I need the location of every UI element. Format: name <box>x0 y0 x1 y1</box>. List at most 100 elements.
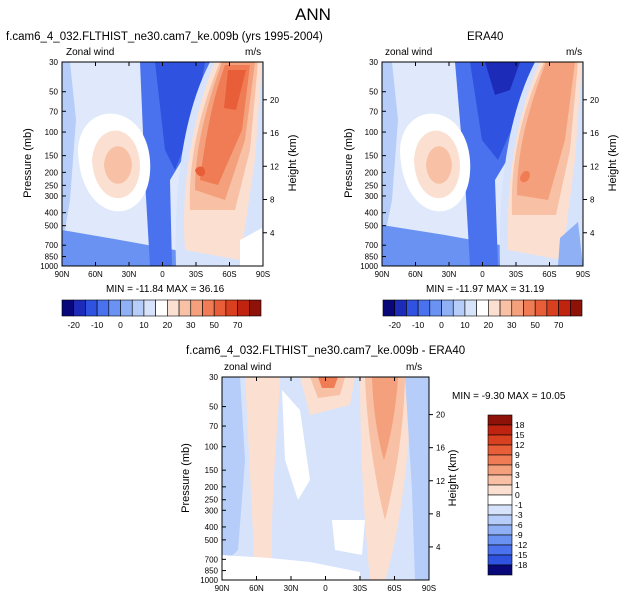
panel-1-xtick-label: 60S <box>222 270 236 279</box>
colorbar-diff-swatch <box>487 434 513 446</box>
panel-1-xtick-label: 0 <box>160 270 165 279</box>
panel-1-ytick-label: 100 <box>45 128 59 137</box>
panel-1-ytick-label: 30 <box>49 58 58 67</box>
colorbar-diff-label: -15 <box>515 550 528 560</box>
panel-2-field <box>382 62 583 266</box>
panel-1-y2tick-label: 8 <box>270 196 275 205</box>
panel-3-left-label: zonal wind <box>224 362 272 373</box>
colorbar-diff-swatch <box>487 474 513 486</box>
panel-3-ytick-label: 250 <box>205 496 219 505</box>
panel-1-ytick-label: 250 <box>45 181 59 190</box>
panel-3-y2tick-label: 12 <box>436 477 445 486</box>
colorbar-diff-swatch <box>487 414 513 426</box>
colorbar-diff-label: -1 <box>515 500 523 510</box>
panel-2-xtick-label: 60S <box>542 270 556 279</box>
colorbar-2-swatch <box>523 299 536 317</box>
panel-2-ytick-label: 200 <box>365 168 379 177</box>
panel-3-minmax: MIN = -9.30 MAX = 10.05 <box>452 391 566 402</box>
panel-1-ytick-label: 150 <box>45 152 59 161</box>
colorbar-diff-swatch <box>487 484 513 496</box>
colorbar-2: -20 -10 0 10 20 30 50 70 <box>382 299 583 330</box>
panel-2-ytick-label: 300 <box>365 192 379 201</box>
panel-1-ytick-label: 300 <box>45 192 59 201</box>
panel-2-minmax: MIN = -11.97 MAX = 31.19 <box>426 284 545 295</box>
panel-1-ytick-label: 50 <box>49 88 58 97</box>
panel-3-xtick-label: 0 <box>323 584 328 593</box>
colorbar-1-swatch <box>96 299 110 317</box>
panel-2-y2tick-label: 8 <box>590 196 595 205</box>
panel-3-ytick-label: 500 <box>205 536 219 545</box>
colorbar-diff-swatch <box>487 554 513 566</box>
panel-1-minmax: MIN = -11.84 MAX = 36.16 <box>106 284 225 295</box>
panel-2-title: ERA40 <box>467 31 504 43</box>
colorbar-diff-swatch <box>487 514 513 526</box>
panel-3-ytick-label: 70 <box>209 422 218 431</box>
colorbar-1-swatch <box>248 299 262 317</box>
colorbar-2-label: 10 <box>460 320 470 330</box>
panel-3-xtick-label: 90N <box>215 584 230 593</box>
panel-2-ytick-label: 100 <box>365 128 379 137</box>
panel-1-title: f.cam6_4_032.FLTHIST_ne30.cam7_ke.009b (… <box>6 31 323 43</box>
panel-2-ytick-label: 70 <box>369 107 378 116</box>
panel-3-title: f.cam6_4_032.FLTHIST_ne30.cam7_ke.009b -… <box>186 345 466 357</box>
colorbar-diff-swatch <box>487 424 513 436</box>
panel-2-y2tick-label: 20 <box>590 96 599 105</box>
panel-2-xtick-label: 90N <box>375 270 390 279</box>
panel-1-xtick-label: 90S <box>256 270 270 279</box>
panel-2-left-label: zonal wind <box>385 47 433 58</box>
colorbar-1-label: 20 <box>163 320 173 330</box>
colorbar-2-swatch <box>464 299 477 317</box>
panel-1-xtick-label: 30S <box>189 270 203 279</box>
panel-1-ytick-label: 70 <box>49 107 58 116</box>
colorbar-2-swatch <box>569 299 583 317</box>
panel-3-units: m/s <box>406 362 423 373</box>
panel-3-ytick-label: 50 <box>209 403 218 412</box>
colorbar-2-swatch <box>488 299 501 317</box>
colorbar-diff-swatch <box>487 444 513 456</box>
panel-2-xtick-label: 90S <box>576 270 590 279</box>
colorbar-1-swatch <box>73 299 86 317</box>
panel-3-ytick-label: 200 <box>205 483 219 492</box>
panel-2-y2tick-label: 16 <box>590 129 599 138</box>
panel-1-field <box>62 62 263 266</box>
panel-2-ytick-label: 50 <box>369 88 378 97</box>
colorbar-diff-label: -18 <box>515 560 528 570</box>
panel-3-ytick-label: 400 <box>205 523 219 532</box>
colorbar-1-label: 50 <box>209 320 219 330</box>
panel-3-ytick-label: 300 <box>205 506 219 515</box>
panel-1-y2tick-label: 20 <box>270 96 279 105</box>
panel-2-y2tick-label: 12 <box>590 162 599 171</box>
panel-3-y2tick-label: 16 <box>436 444 445 453</box>
colorbar-1-label: 70 <box>233 320 243 330</box>
panel-3-ytick-label: 700 <box>205 555 219 564</box>
colorbar-2-label: 20 <box>484 320 494 330</box>
colorbars-top: -20 -10 0 10 20 30 50 70 -20 -10 0 10 20 30 50 70 <box>61 299 583 330</box>
panel-2-ytick-label: 400 <box>365 209 379 218</box>
colorbar-2-swatch <box>558 299 571 317</box>
colorbar-2-label: 70 <box>554 320 564 330</box>
colorbar-diff-label: 12 <box>515 440 525 450</box>
colorbar-diff-label: -12 <box>515 540 528 550</box>
figure-title: ANN <box>295 5 331 24</box>
panel-1-ytick-label: 1000 <box>40 262 58 271</box>
colorbar-2-label: -10 <box>412 320 425 330</box>
panel-1-y2tick-label: 4 <box>270 229 275 238</box>
colorbar-2-label: 0 <box>439 320 444 330</box>
panel-1-ytick-label: 500 <box>45 222 59 231</box>
colorbar-1: -20 -10 0 10 20 30 50 70 <box>61 299 262 330</box>
panel-1-y2tick-label: 12 <box>270 162 279 171</box>
colorbar-diff-swatch <box>487 494 513 506</box>
colorbar-diff-label: -9 <box>515 530 523 540</box>
colorbar-diff-label: 1 <box>515 480 520 490</box>
panel-2-xtick-label: 60N <box>408 270 423 279</box>
colorbar-2-label: -20 <box>389 320 402 330</box>
colorbar-diff-label: 15 <box>515 430 525 440</box>
panel-3-ytick-label: 150 <box>205 466 219 475</box>
panel-1-ytick-label: 400 <box>45 209 59 218</box>
panel-1-left-label: Zonal wind <box>66 47 115 58</box>
colorbar-1-label: -10 <box>91 320 104 330</box>
panel-1-ytick-label: 700 <box>45 241 59 250</box>
panel-3-ytick-label: 30 <box>209 373 218 382</box>
panel-1-xtick-label: 60N <box>88 270 103 279</box>
